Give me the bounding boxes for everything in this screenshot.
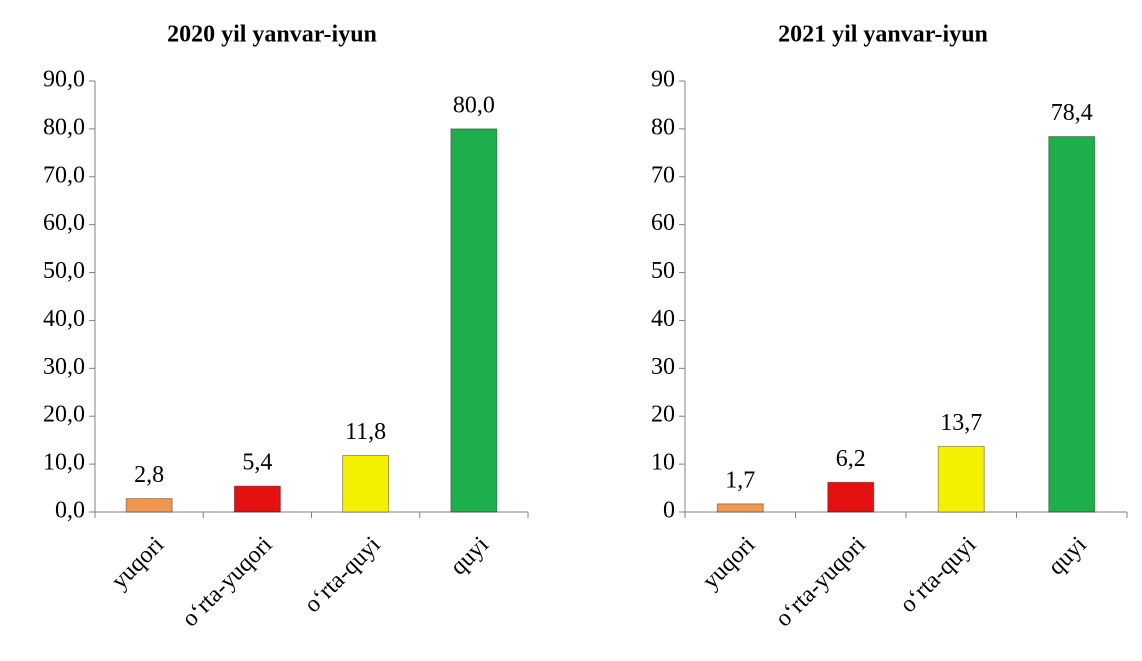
x-tick-label: quyi <box>1043 532 1092 581</box>
y-tick-label: 50 <box>651 258 675 284</box>
bar <box>716 503 764 513</box>
y-tick-label: 30,0 <box>43 354 85 380</box>
data-label: 80,0 <box>453 92 495 118</box>
y-tick-label: 70,0 <box>43 162 85 188</box>
x-tick-label: quyi <box>445 532 494 581</box>
x-tick-label: oʻrta-yuqori <box>770 532 871 633</box>
x-tick-label: yuqori <box>107 532 170 595</box>
data-label: 2,8 <box>134 462 164 488</box>
data-label: 11,8 <box>345 419 386 445</box>
x-tick-label: oʻrta-quyi <box>300 532 386 618</box>
x-tick-label: oʻrta-quyi <box>895 532 981 618</box>
data-label: 78,4 <box>1051 100 1093 126</box>
bar <box>342 454 390 513</box>
y-tick-label: 0,0 <box>55 498 85 524</box>
y-tick-label: 20,0 <box>43 402 85 428</box>
data-label: 13,7 <box>940 410 982 436</box>
y-tick-label: 0 <box>663 498 675 524</box>
bar <box>827 481 875 513</box>
y-tick-label: 80 <box>651 114 675 140</box>
bar <box>937 445 985 513</box>
y-tick-label: 70 <box>651 162 675 188</box>
data-label: 1,7 <box>725 467 755 493</box>
y-tick-label: 30 <box>651 354 675 380</box>
y-tick-label: 40,0 <box>43 306 85 332</box>
x-tick-label: oʻrta-yuqori <box>177 532 278 633</box>
y-tick-label: 20 <box>651 402 675 428</box>
bar <box>1048 136 1096 513</box>
x-tick-label: yuqori <box>698 532 761 595</box>
bar <box>233 485 281 513</box>
y-tick-label: 90,0 <box>43 67 85 93</box>
y-tick-label: 50,0 <box>43 258 85 284</box>
y-tick-label: 90 <box>651 67 675 93</box>
y-tick-label: 60 <box>651 210 675 236</box>
data-label: 6,2 <box>836 446 866 472</box>
y-tick-label: 80,0 <box>43 114 85 140</box>
y-tick-label: 60,0 <box>43 210 85 236</box>
bar <box>125 498 173 513</box>
y-tick-label: 10,0 <box>43 450 85 476</box>
chart-title: 2021 yil yanvar-iyun <box>778 22 988 48</box>
y-tick-label: 40 <box>651 306 675 332</box>
bar <box>450 128 498 513</box>
data-label: 5,4 <box>242 450 272 476</box>
y-tick-label: 10 <box>651 450 675 476</box>
chart-title: 2020 yil yanvar-iyun <box>167 22 377 48</box>
